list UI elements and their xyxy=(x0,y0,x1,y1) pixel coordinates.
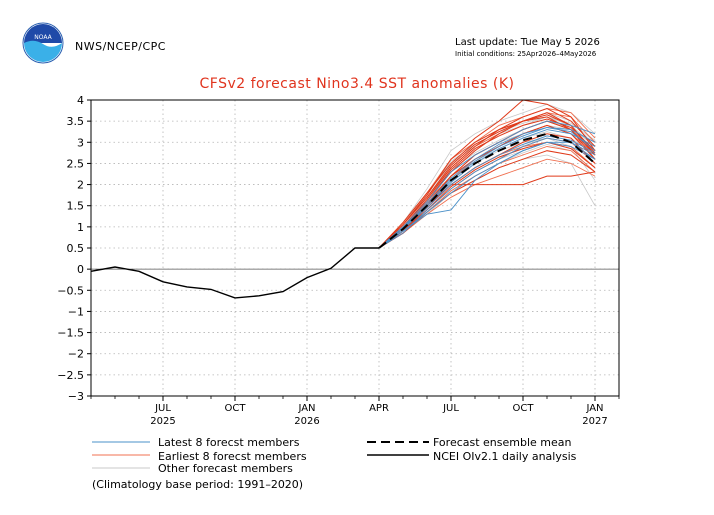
x-tick-label: JAN xyxy=(297,403,315,414)
y-tick-label: −2 xyxy=(68,348,84,361)
y-tick-label: 2.5 xyxy=(67,157,85,170)
x-tick-label: JUL xyxy=(442,403,459,414)
logo-text: NOAA xyxy=(34,34,52,41)
other-member-line xyxy=(378,103,596,249)
x-tick-year: 2026 xyxy=(294,416,319,427)
y-tick-label: 2 xyxy=(77,179,84,192)
series-lines xyxy=(90,99,620,397)
y-tick-label: 0 xyxy=(77,263,84,276)
y-tick-label: −2.5 xyxy=(57,369,84,382)
legend-earliest-label: Earliest 8 forecst members xyxy=(158,450,307,463)
y-tick-label: 3 xyxy=(77,136,84,149)
other-member-line xyxy=(378,143,596,249)
agency-label: NWS/NCEP/CPC xyxy=(75,40,166,53)
x-tick-label: OCT xyxy=(225,403,247,414)
y-tick-label: 1 xyxy=(77,221,84,234)
y-tick-label: −1.5 xyxy=(57,327,84,340)
red-member-line xyxy=(378,133,596,249)
y-tick-label: 0.5 xyxy=(67,242,85,255)
y-tick-label: −1 xyxy=(68,305,84,318)
chart-title: CFSv2 forecast Nino3.4 SST anomalies (K) xyxy=(199,76,515,92)
legend-other-label: Other forecast members xyxy=(158,462,293,475)
latest-member-line xyxy=(378,120,596,249)
latest-member-line xyxy=(378,127,596,249)
climatology-note: (Climatology base period: 1991–2020) xyxy=(92,478,304,491)
red-member-line xyxy=(378,114,596,249)
legend-latest-label: Latest 8 forecst members xyxy=(158,436,300,449)
red-member-line xyxy=(378,141,596,249)
y-tick-labels: 4 3.5 3 2.5 2 1.5 1 0.5 0 −0.5 −1 −1.5 −2 −2.5 −3 xyxy=(57,94,84,403)
latest-member-line xyxy=(378,141,596,249)
initial-conditions: Initial conditions: 25Apr2026–4May2026 xyxy=(455,50,597,58)
last-update: Last update: Tue May 5 2026 xyxy=(455,37,600,48)
x-tick-year: 2027 xyxy=(582,416,607,427)
red-member-line xyxy=(378,99,596,249)
latest-member-line xyxy=(378,127,596,249)
legend-mean-label: Forecast ensemble mean xyxy=(433,436,572,449)
noaa-logo: NOAA xyxy=(22,22,64,64)
y-tick-label: −3 xyxy=(68,390,84,403)
y-tick-label: 3.5 xyxy=(67,115,85,128)
legend-analysis-label: NCEI OIv2.1 daily analysis xyxy=(433,450,577,463)
x-tick-label: OCT xyxy=(513,403,535,414)
x-tick-labels: JUL 2025 OCT JAN 2026 APR JUL OCT JAN 2027 xyxy=(150,403,607,427)
earliest-member-line xyxy=(378,158,596,249)
ensemble-mean-line xyxy=(378,132,596,249)
x-tick-label: JUL xyxy=(154,403,171,414)
other-member-line xyxy=(378,154,596,249)
x-tick-year: 2025 xyxy=(150,416,175,427)
analysis-line xyxy=(90,247,379,299)
y-tick-label: 4 xyxy=(77,94,84,107)
plot-frame xyxy=(90,99,620,397)
legend-lines xyxy=(92,441,429,469)
x-tick-label: JAN xyxy=(585,403,603,414)
red-member-line xyxy=(378,171,596,249)
latest-member-line xyxy=(378,141,596,249)
y-tick-label: 1.5 xyxy=(67,200,85,213)
grid xyxy=(87,99,620,401)
latest-member-line xyxy=(378,129,596,249)
y-tick-label: −0.5 xyxy=(57,284,84,297)
x-tick-label: APR xyxy=(369,403,389,414)
